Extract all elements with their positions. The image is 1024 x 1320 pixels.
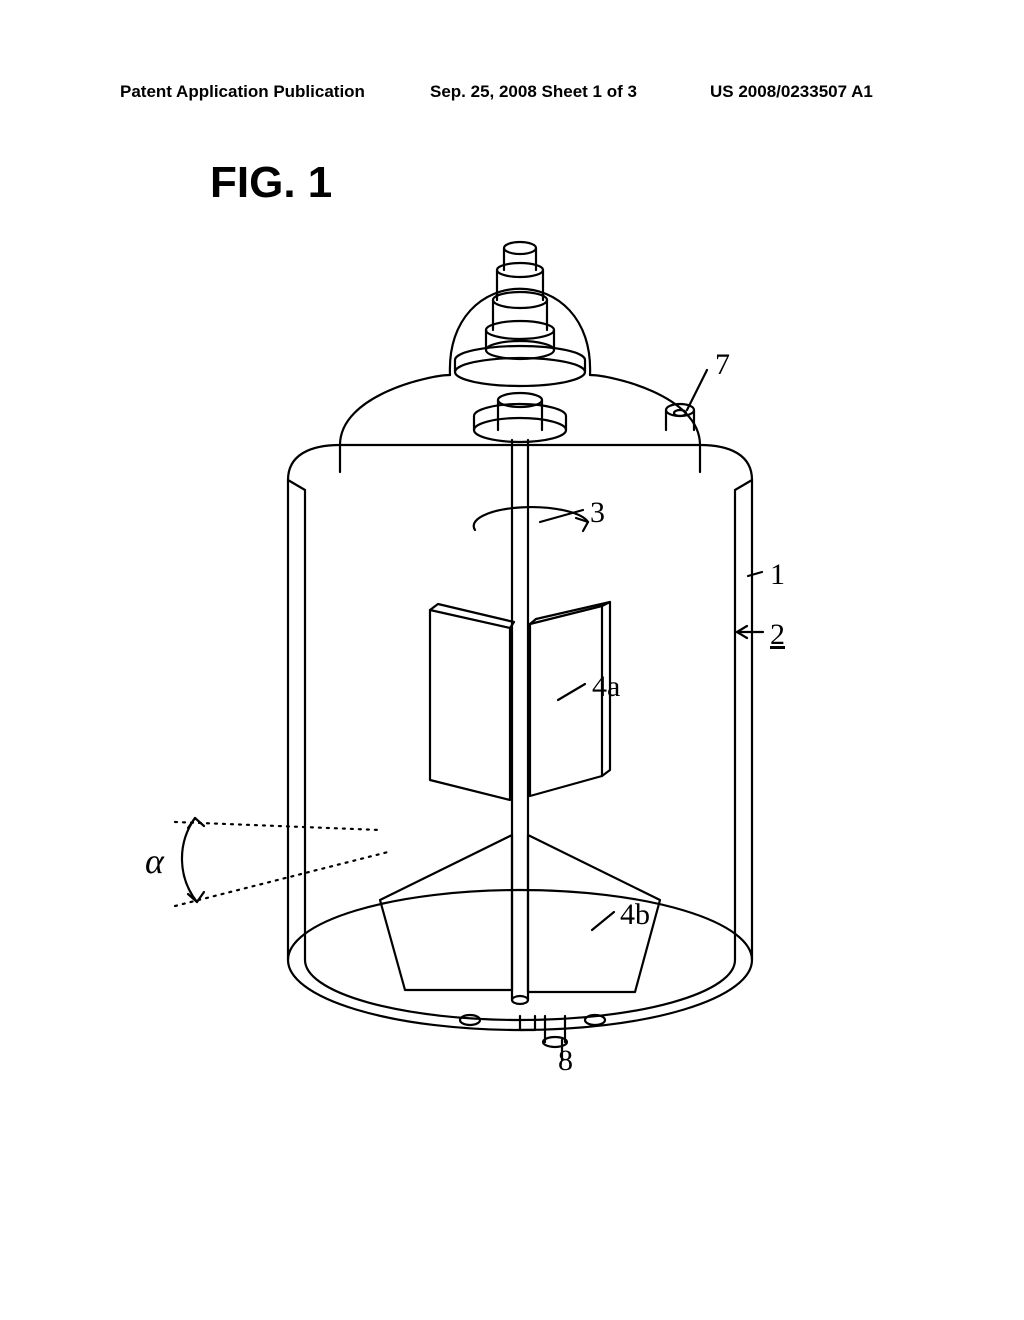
callout-1: 1 [770, 558, 785, 592]
callout-4b: 4b [620, 898, 650, 932]
callout-7: 7 [715, 348, 730, 382]
callout-3: 3 [590, 496, 605, 530]
callout-2: 2 [770, 618, 785, 652]
callout-4a: 4a [592, 670, 620, 704]
blade-4a [430, 602, 610, 800]
callout-8: 8 [558, 1044, 573, 1078]
callout-alpha: α [145, 840, 164, 882]
figure-diagram [0, 0, 1024, 1320]
motor-assembly [450, 242, 590, 386]
blade-4b [380, 835, 660, 992]
